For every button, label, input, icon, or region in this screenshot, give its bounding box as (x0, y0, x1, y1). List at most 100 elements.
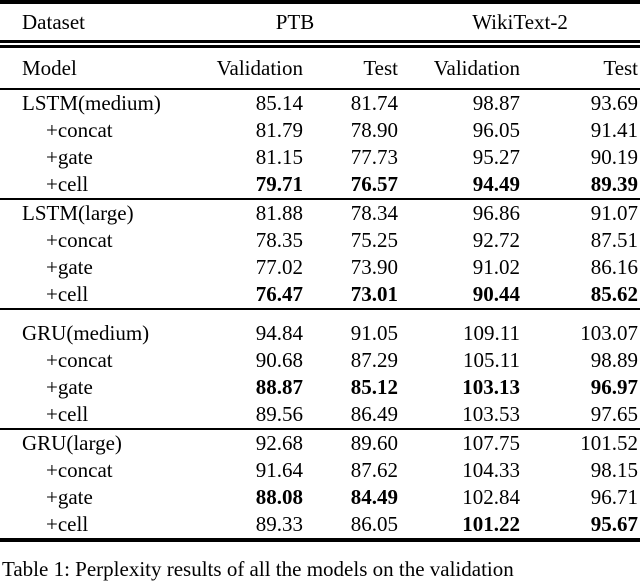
value-cell: 89.60 (350, 431, 399, 455)
table-row: +cell 79.71 76.57 94.49 89.39 (0, 171, 640, 199)
block-lstm-large: LSTM(large) 81.88 78.34 96.86 91.07 +con… (0, 199, 640, 309)
column-headers-row: Model Validation Test Validation Test (0, 44, 640, 89)
value-cell: 105.11 (463, 348, 521, 372)
table-caption: Table 1: Perplexity results of all the m… (2, 557, 514, 581)
value-cell: 92.68 (255, 431, 303, 455)
value-cell: 103.13 (462, 375, 521, 399)
value-cell: 90.44 (472, 282, 521, 306)
value-cell: 98.87 (472, 91, 521, 115)
table-row: +gate 88.08 84.49 102.84 96.71 (0, 484, 640, 511)
table-row: LSTM(large) 81.88 78.34 96.86 91.07 (0, 199, 640, 227)
table-row: +cell 89.33 86.05 101.22 95.67 (0, 511, 640, 540)
value-cell: 98.15 (590, 458, 639, 482)
value-cell: 81.15 (255, 145, 303, 169)
value-cell: 90.19 (590, 145, 639, 169)
value-cell: 87.29 (350, 348, 399, 372)
model-cell: +gate (46, 255, 93, 279)
model-cell: +concat (46, 228, 113, 252)
value-cell: 78.35 (255, 228, 303, 252)
model-cell: +cell (46, 402, 89, 426)
table-row: +gate 81.15 77.73 95.27 90.19 (0, 144, 640, 171)
value-cell: 107.75 (462, 431, 521, 455)
value-cell: 91.05 (350, 321, 399, 345)
value-cell: 75.25 (350, 228, 399, 252)
table-row: +gate 88.87 85.12 103.13 96.97 (0, 374, 640, 401)
value-cell: 98.89 (590, 348, 639, 372)
value-cell: 76.47 (255, 282, 303, 306)
value-cell: 91.02 (472, 255, 521, 279)
group-header-ptb: PTB (275, 9, 315, 34)
value-cell: 97.65 (590, 402, 639, 426)
table-row: +cell 89.56 86.49 103.53 97.65 (0, 401, 640, 429)
value-cell: 85.14 (255, 91, 303, 115)
value-cell: 81.74 (350, 91, 399, 115)
value-cell: 86.16 (590, 255, 639, 279)
model-cell: +cell (46, 512, 89, 536)
value-cell: 96.86 (472, 201, 521, 225)
model-cell: +gate (46, 485, 93, 509)
value-cell: 103.07 (580, 321, 639, 345)
value-cell: 88.08 (255, 485, 303, 509)
block-gru-large: GRU(large) 92.68 89.60 107.75 101.52 +co… (0, 429, 640, 540)
block-lstm-medium: LSTM(medium) 85.14 81.74 98.87 93.69 +co… (0, 89, 640, 199)
value-cell: 101.52 (580, 431, 639, 455)
value-cell: 109.11 (463, 321, 521, 345)
model-column-header: Model (22, 55, 77, 80)
value-cell: 95.27 (472, 145, 521, 169)
table-row: +concat 78.35 75.25 92.72 87.51 (0, 227, 640, 254)
value-cell: 76.57 (350, 172, 399, 196)
value-cell: 79.71 (255, 172, 303, 196)
value-cell: 96.71 (590, 485, 639, 509)
value-cell: 94.49 (472, 172, 521, 196)
value-cell: 92.72 (472, 228, 521, 252)
value-cell: 93.69 (590, 91, 639, 115)
table-row: +concat 91.64 87.62 104.33 98.15 (0, 457, 640, 484)
results-table: Dataset PTB WikiText-2 Model Validation … (0, 2, 640, 540)
col-header-test-ptb: Test (363, 55, 399, 80)
value-cell: 91.64 (255, 458, 303, 482)
value-cell: 94.84 (255, 321, 303, 345)
value-cell: 103.53 (462, 402, 521, 426)
value-cell: 77.73 (350, 145, 399, 169)
value-cell: 77.02 (255, 255, 303, 279)
model-cell: LSTM(large) (22, 201, 134, 225)
value-cell: 88.87 (255, 375, 303, 399)
value-cell: 86.49 (350, 402, 399, 426)
table-row: +gate 77.02 73.90 91.02 86.16 (0, 254, 640, 281)
value-cell: 85.62 (590, 282, 639, 306)
table-header: Dataset PTB WikiText-2 Model Validation … (0, 2, 640, 89)
value-cell: 102.84 (462, 485, 521, 509)
value-cell: 78.90 (350, 118, 399, 142)
model-cell: +gate (46, 145, 93, 169)
group-header-wikitext2: WikiText-2 (472, 9, 568, 34)
value-cell: 85.12 (350, 375, 399, 399)
model-cell: GRU(medium) (22, 321, 150, 345)
value-cell: 87.51 (590, 228, 639, 252)
value-cell: 91.07 (590, 201, 639, 225)
dataset-header-row: Dataset PTB WikiText-2 (0, 2, 640, 44)
table-row: +cell 76.47 73.01 90.44 85.62 (0, 281, 640, 309)
table-row: LSTM(medium) 85.14 81.74 98.87 93.69 (0, 89, 640, 117)
model-cell: GRU(large) (22, 431, 122, 455)
value-cell: 81.79 (255, 118, 303, 142)
value-cell: 86.05 (350, 512, 399, 536)
value-cell: 73.01 (350, 282, 399, 306)
value-cell: 91.41 (590, 118, 639, 142)
value-cell: 78.34 (350, 201, 399, 225)
value-cell: 73.90 (350, 255, 399, 279)
table-row: +concat 90.68 87.29 105.11 98.89 (0, 347, 640, 374)
col-header-validation-ptb: Validation (216, 55, 303, 80)
value-cell: 84.49 (350, 485, 399, 509)
value-cell: 90.68 (255, 348, 303, 372)
value-cell: 95.67 (590, 512, 639, 536)
model-cell: +gate (46, 375, 93, 399)
value-cell: 87.62 (350, 458, 399, 482)
model-cell: +concat (46, 458, 113, 482)
value-cell: 101.22 (462, 512, 521, 536)
col-header-validation-wt2: Validation (433, 55, 521, 80)
value-cell: 89.39 (590, 172, 639, 196)
table-row: +concat 81.79 78.90 96.05 91.41 (0, 117, 640, 144)
table-row: GRU(large) 92.68 89.60 107.75 101.52 (0, 429, 640, 457)
value-cell: 96.05 (472, 118, 521, 142)
dataset-label: Dataset (22, 9, 85, 34)
